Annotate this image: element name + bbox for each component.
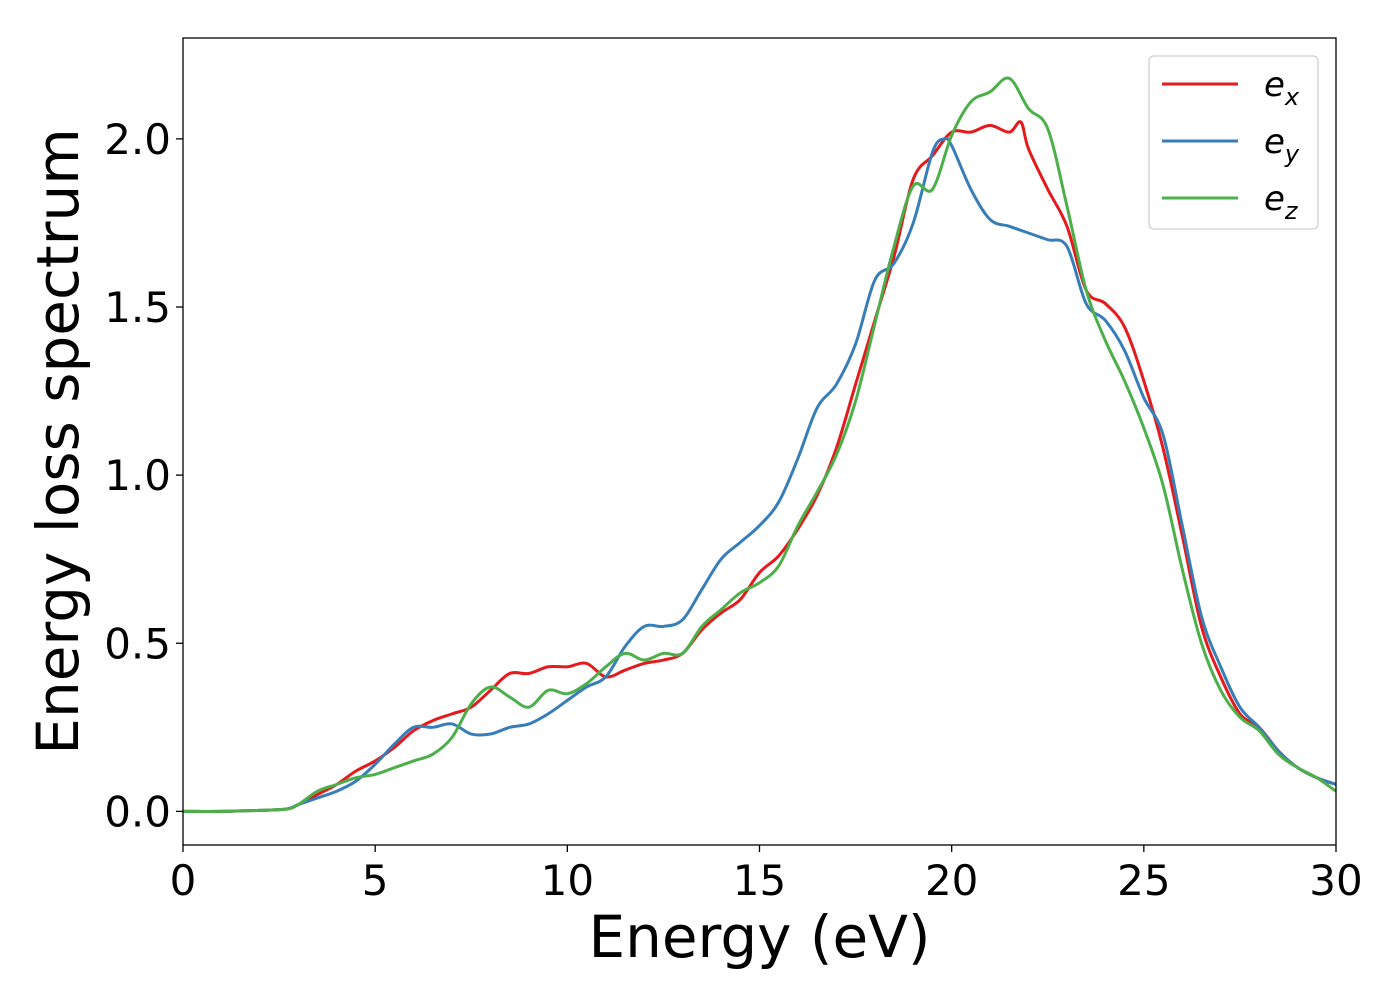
y-tick-label: 0.0 (104, 787, 171, 836)
series-line-e-z (183, 76, 1336, 813)
x-tick-label: 5 (362, 856, 389, 905)
y-tick-label: 1.5 (104, 283, 171, 332)
series-layer (183, 76, 1336, 813)
x-tick-label: 20 (925, 856, 978, 905)
y-tick-label: 0.5 (104, 619, 171, 668)
series-line-e-y (183, 136, 1336, 813)
y-tick-label: 1.0 (104, 451, 171, 500)
y-axis-title: Energy loss spectrum (24, 128, 92, 754)
legend-label-e-y: ey (1264, 122, 1300, 168)
x-tick-label: 15 (733, 856, 786, 905)
y-tick-label: 2.0 (104, 115, 171, 164)
legend: ex ey ez (1148, 55, 1319, 230)
x-tick-label: 30 (1309, 856, 1362, 905)
x-tick-label: 25 (1117, 856, 1170, 905)
legend-label-e-z: ez (1264, 179, 1299, 225)
x-tick-label: 0 (170, 856, 197, 905)
legend-label-e-x: ex (1264, 65, 1300, 111)
y-axis-ticks: 0.0 0.5 1.0 1.5 2.0 (104, 115, 183, 836)
x-tick-label: 10 (541, 856, 594, 905)
x-axis-title: Energy (eV) (588, 903, 930, 971)
x-axis-ticks: 0 5 10 15 20 25 30 (170, 845, 1363, 905)
